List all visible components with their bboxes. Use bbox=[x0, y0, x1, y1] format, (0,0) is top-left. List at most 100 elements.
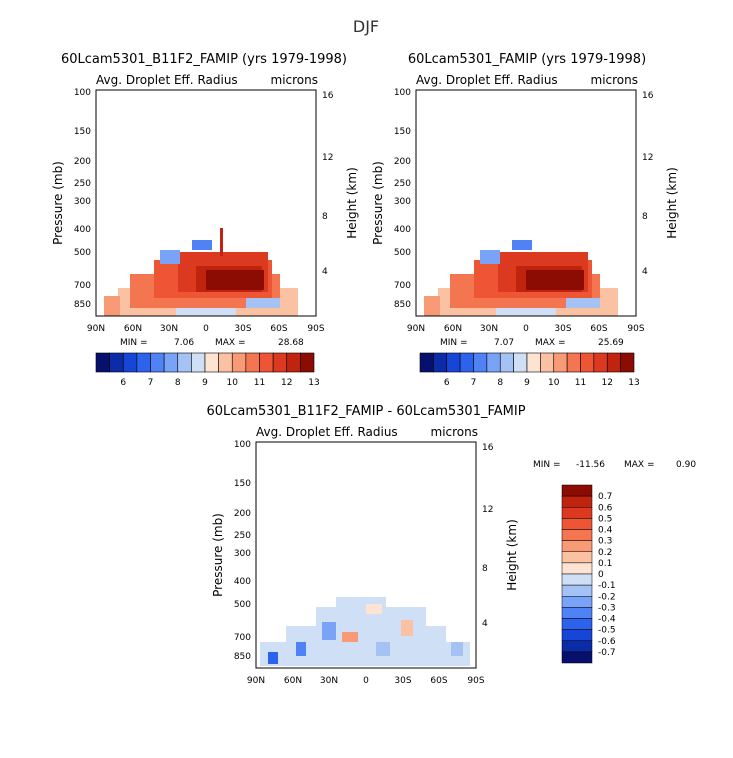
colorbar-swatch bbox=[561, 484, 593, 497]
y-tick-label: 150 bbox=[74, 127, 91, 137]
panel-3-ylabel: Pressure (mb) bbox=[211, 513, 225, 597]
panel-1-max-value: 28.68 bbox=[278, 338, 304, 348]
colorbar-swatch bbox=[561, 507, 593, 519]
heatmap-cell bbox=[424, 296, 440, 316]
panel-3-min-label: MIN = bbox=[533, 460, 561, 470]
colorbar-swatch bbox=[561, 596, 593, 608]
height-tick-label: 4 bbox=[322, 267, 328, 277]
panel-3-x-ticks: 90N 60N 30N 0 30S 60S 90S bbox=[247, 676, 485, 686]
y-tick-label: 850 bbox=[394, 300, 411, 310]
colorbar-label: 0.5 bbox=[598, 514, 612, 524]
x-tick-label: 60S bbox=[270, 324, 287, 334]
x-tick-label: 90N bbox=[407, 324, 425, 334]
colorbar-label: 13 bbox=[308, 378, 319, 388]
panel-3-ylabel-right: Height (km) bbox=[505, 519, 519, 590]
colorbar-swatch bbox=[561, 573, 593, 586]
height-tick-label: 8 bbox=[482, 564, 488, 574]
colorbar-swatch bbox=[446, 352, 461, 373]
panel-1-title: 60Lcam5301_B11F2_FAMIP (yrs 1979-1998) bbox=[61, 52, 347, 67]
height-tick-label: 8 bbox=[322, 212, 328, 222]
colorbar-label: 12 bbox=[281, 378, 292, 388]
y-tick-label: 100 bbox=[74, 88, 91, 98]
colorbar-swatch bbox=[136, 352, 151, 373]
heatmap-cell bbox=[526, 270, 584, 290]
colorbar-label: 13 bbox=[628, 378, 639, 388]
panel-1-colorbar: 6 7 8 9 10 11 12 13 bbox=[95, 352, 320, 388]
panel-2-colorbar: 6 7 8 9 10 11 12 13 bbox=[419, 352, 640, 388]
panel-1-x-ticks: 90N 60N 30N 0 30S 60S 90S bbox=[87, 324, 325, 334]
colorbar-swatch bbox=[300, 352, 315, 373]
panel-3-colorbar: 0.70.60.50.40.30.20.10-0.1-0.2-0.3-0.4-0… bbox=[561, 484, 616, 664]
panel-1-heatmap bbox=[104, 228, 298, 316]
colorbar-label: -0.6 bbox=[598, 637, 616, 647]
colorbar-swatch bbox=[561, 607, 593, 619]
panel-1-max-label: MAX = bbox=[215, 338, 246, 348]
colorbar-swatch bbox=[486, 352, 501, 373]
colorbar-swatch bbox=[526, 352, 541, 373]
colorbar-swatch bbox=[513, 352, 528, 373]
panel-2: 60Lcam5301_FAMIP (yrs 1979-1998) Avg. Dr… bbox=[371, 52, 679, 388]
colorbar-label: -0.2 bbox=[598, 592, 616, 602]
panel-1-variable: Avg. Droplet Eff. Radius bbox=[96, 73, 238, 87]
colorbar-swatch bbox=[620, 352, 635, 373]
x-tick-label: 90N bbox=[247, 676, 265, 686]
colorbar-swatch bbox=[561, 629, 593, 641]
colorbar-swatch bbox=[245, 352, 260, 373]
colorbar-label: -0.1 bbox=[598, 581, 616, 591]
y-tick-label: 400 bbox=[74, 225, 91, 235]
y-tick-label: 850 bbox=[234, 652, 251, 662]
x-tick-label: 60S bbox=[590, 324, 607, 334]
panel-3-frame bbox=[255, 441, 477, 669]
panel-3-right-ticks: 16 12 8 4 bbox=[482, 443, 494, 629]
panel-2-max-label: MAX = bbox=[535, 338, 566, 348]
colorbar-label: 9 bbox=[202, 378, 208, 388]
panel-1-min-label: MIN = bbox=[120, 338, 148, 348]
panel-3-heatmap bbox=[260, 597, 470, 666]
heatmap-cell bbox=[512, 240, 532, 250]
colorbar-swatch bbox=[593, 352, 608, 373]
colorbar-swatch bbox=[553, 352, 568, 373]
heatmap-cell bbox=[401, 620, 413, 636]
colorbar-swatch bbox=[286, 352, 301, 373]
colorbar-swatch bbox=[259, 352, 274, 373]
panel-3: 60Lcam5301_B11F2_FAMIP - 60Lcam5301_FAMI… bbox=[206, 404, 696, 686]
height-tick-label: 12 bbox=[322, 153, 333, 163]
panel-2-min-value: 7.07 bbox=[494, 338, 514, 348]
y-tick-label: 500 bbox=[74, 248, 91, 258]
panel-3-units: microns bbox=[431, 425, 479, 439]
x-tick-label: 90N bbox=[87, 324, 105, 334]
x-tick-label: 0 bbox=[363, 676, 369, 686]
y-tick-label: 200 bbox=[74, 157, 91, 167]
y-tick-label: 250 bbox=[234, 531, 251, 541]
panel-1-plot-area bbox=[95, 89, 317, 317]
panel-1-right-ticks: 16 12 8 4 bbox=[322, 91, 334, 277]
y-tick-label: 500 bbox=[394, 248, 411, 258]
y-tick-label: 700 bbox=[234, 633, 251, 643]
panel-1-units: microns bbox=[271, 73, 319, 87]
panel-1-ylabel-right: Height (km) bbox=[345, 167, 359, 238]
colorbar-swatch bbox=[459, 352, 474, 373]
panel-3-plot-area bbox=[255, 441, 477, 669]
colorbar-label: 8 bbox=[497, 378, 503, 388]
colorbar-swatch bbox=[561, 618, 593, 630]
heatmap-cell bbox=[246, 298, 280, 308]
colorbar-swatch bbox=[540, 352, 555, 373]
colorbar-swatch bbox=[499, 352, 514, 373]
colorbar-swatch bbox=[566, 352, 581, 373]
x-tick-label: 60N bbox=[444, 324, 462, 334]
colorbar-swatch bbox=[272, 352, 288, 373]
colorbar-label: 11 bbox=[575, 378, 586, 388]
panel-2-variable: Avg. Droplet Eff. Radius bbox=[416, 73, 558, 87]
panel-1-ylabel: Pressure (mb) bbox=[51, 161, 65, 245]
colorbar-swatch bbox=[561, 651, 593, 664]
colorbar-swatch bbox=[561, 640, 593, 653]
colorbar-label: 10 bbox=[548, 378, 560, 388]
x-tick-label: 0 bbox=[203, 324, 209, 334]
panel-3-y-ticks: 100 150 200 250 300 400 500 700 850 bbox=[234, 440, 251, 662]
colorbar-swatch bbox=[561, 584, 593, 597]
colorbar-label: 0.3 bbox=[598, 537, 612, 547]
heatmap-cell bbox=[220, 228, 223, 256]
y-tick-label: 100 bbox=[394, 88, 411, 98]
colorbar-swatch bbox=[433, 352, 448, 373]
panel-2-plot-area bbox=[415, 89, 637, 317]
